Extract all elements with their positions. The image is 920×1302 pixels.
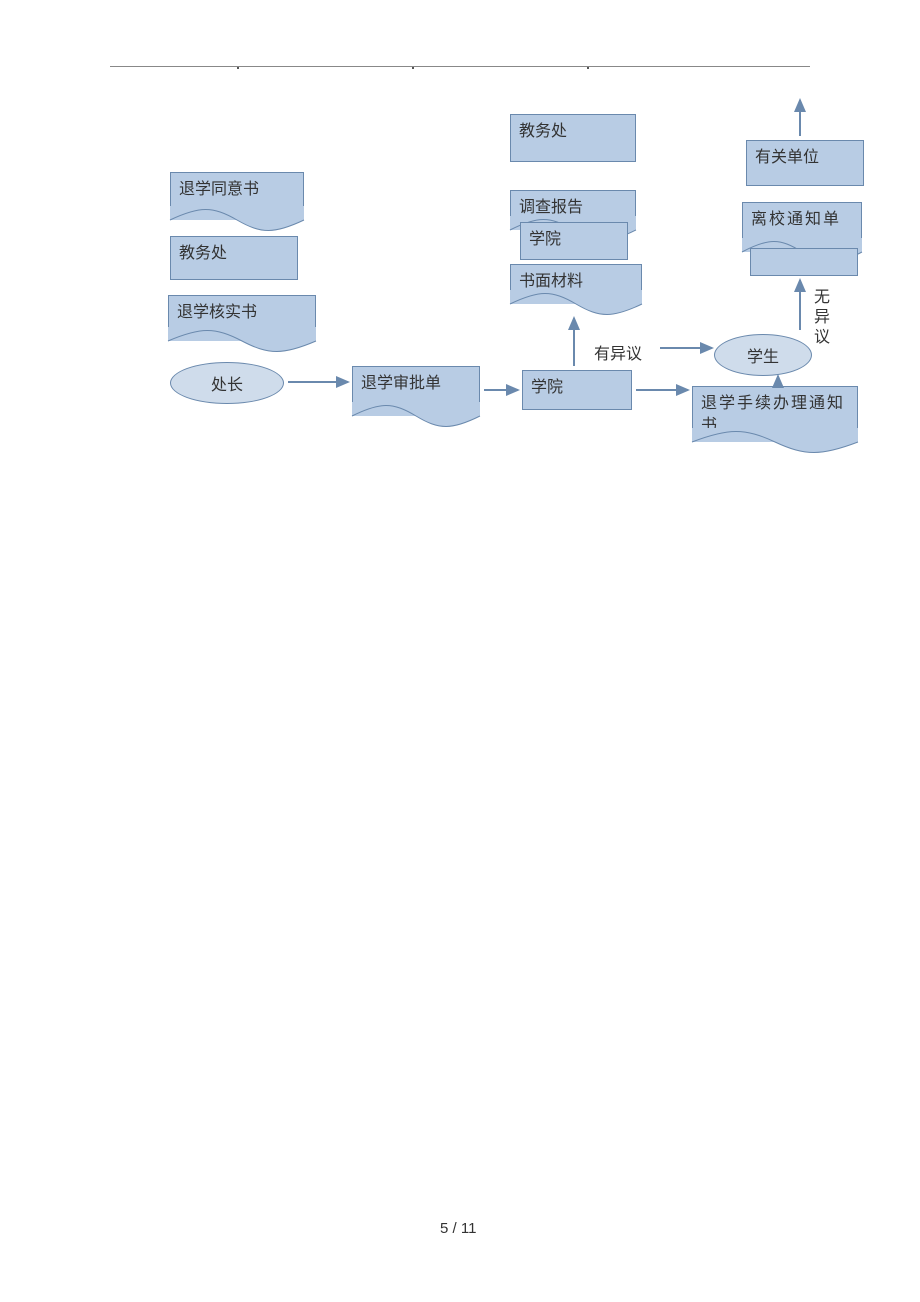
flow-node-n9: 书面材料 <box>510 264 642 304</box>
flow-node-n10: 学院 <box>522 370 632 410</box>
flow-node-label: 退学同意书 <box>179 181 259 198</box>
flow-node-label: 退学审批单 <box>361 375 441 392</box>
flow-node-label: 学院 <box>531 377 563 399</box>
flow-node-label: 教务处 <box>179 243 227 265</box>
header-rule <box>110 66 810 67</box>
header-dot <box>237 67 239 69</box>
flow-edge-label: 有异议 <box>594 340 642 364</box>
flow-node-n11: 有关单位 <box>746 140 864 186</box>
flow-node-label: 处长 <box>211 371 243 395</box>
page-number: 5 / 11 <box>440 1220 476 1237</box>
flow-node-label: 有关单位 <box>755 147 819 169</box>
flow-node-n13: 学生 <box>714 334 812 376</box>
flow-node-n1: 退学同意书 <box>170 172 304 220</box>
flow-node-label: 离校通知单 <box>751 209 853 231</box>
flow-node-n12b <box>750 248 858 276</box>
flow-node-label: 学生 <box>747 343 779 367</box>
flow-node-n5: 退学审批单 <box>352 366 480 416</box>
flow-node-n6: 教务处 <box>510 114 636 162</box>
flow-node-label: 退学核实书 <box>177 304 257 321</box>
flow-node-label: 书面材料 <box>519 273 583 290</box>
flow-edge-label: 无异议 <box>814 288 833 348</box>
flow-node-n3: 退学核实书 <box>168 295 316 341</box>
flow-node-n4: 处长 <box>170 362 284 404</box>
flow-node-n14: 退学手续办理通知书 <box>692 386 858 442</box>
flow-node-n8: 学院 <box>520 222 628 260</box>
flow-node-n2: 教务处 <box>170 236 298 280</box>
header-dot <box>587 67 589 69</box>
flow-node-label: 调查报告 <box>519 199 583 216</box>
header-dot <box>412 67 414 69</box>
flow-node-label: 学院 <box>529 229 561 251</box>
flow-node-n12: 离校通知单 <box>742 202 862 252</box>
flow-node-label: 教务处 <box>519 121 567 143</box>
